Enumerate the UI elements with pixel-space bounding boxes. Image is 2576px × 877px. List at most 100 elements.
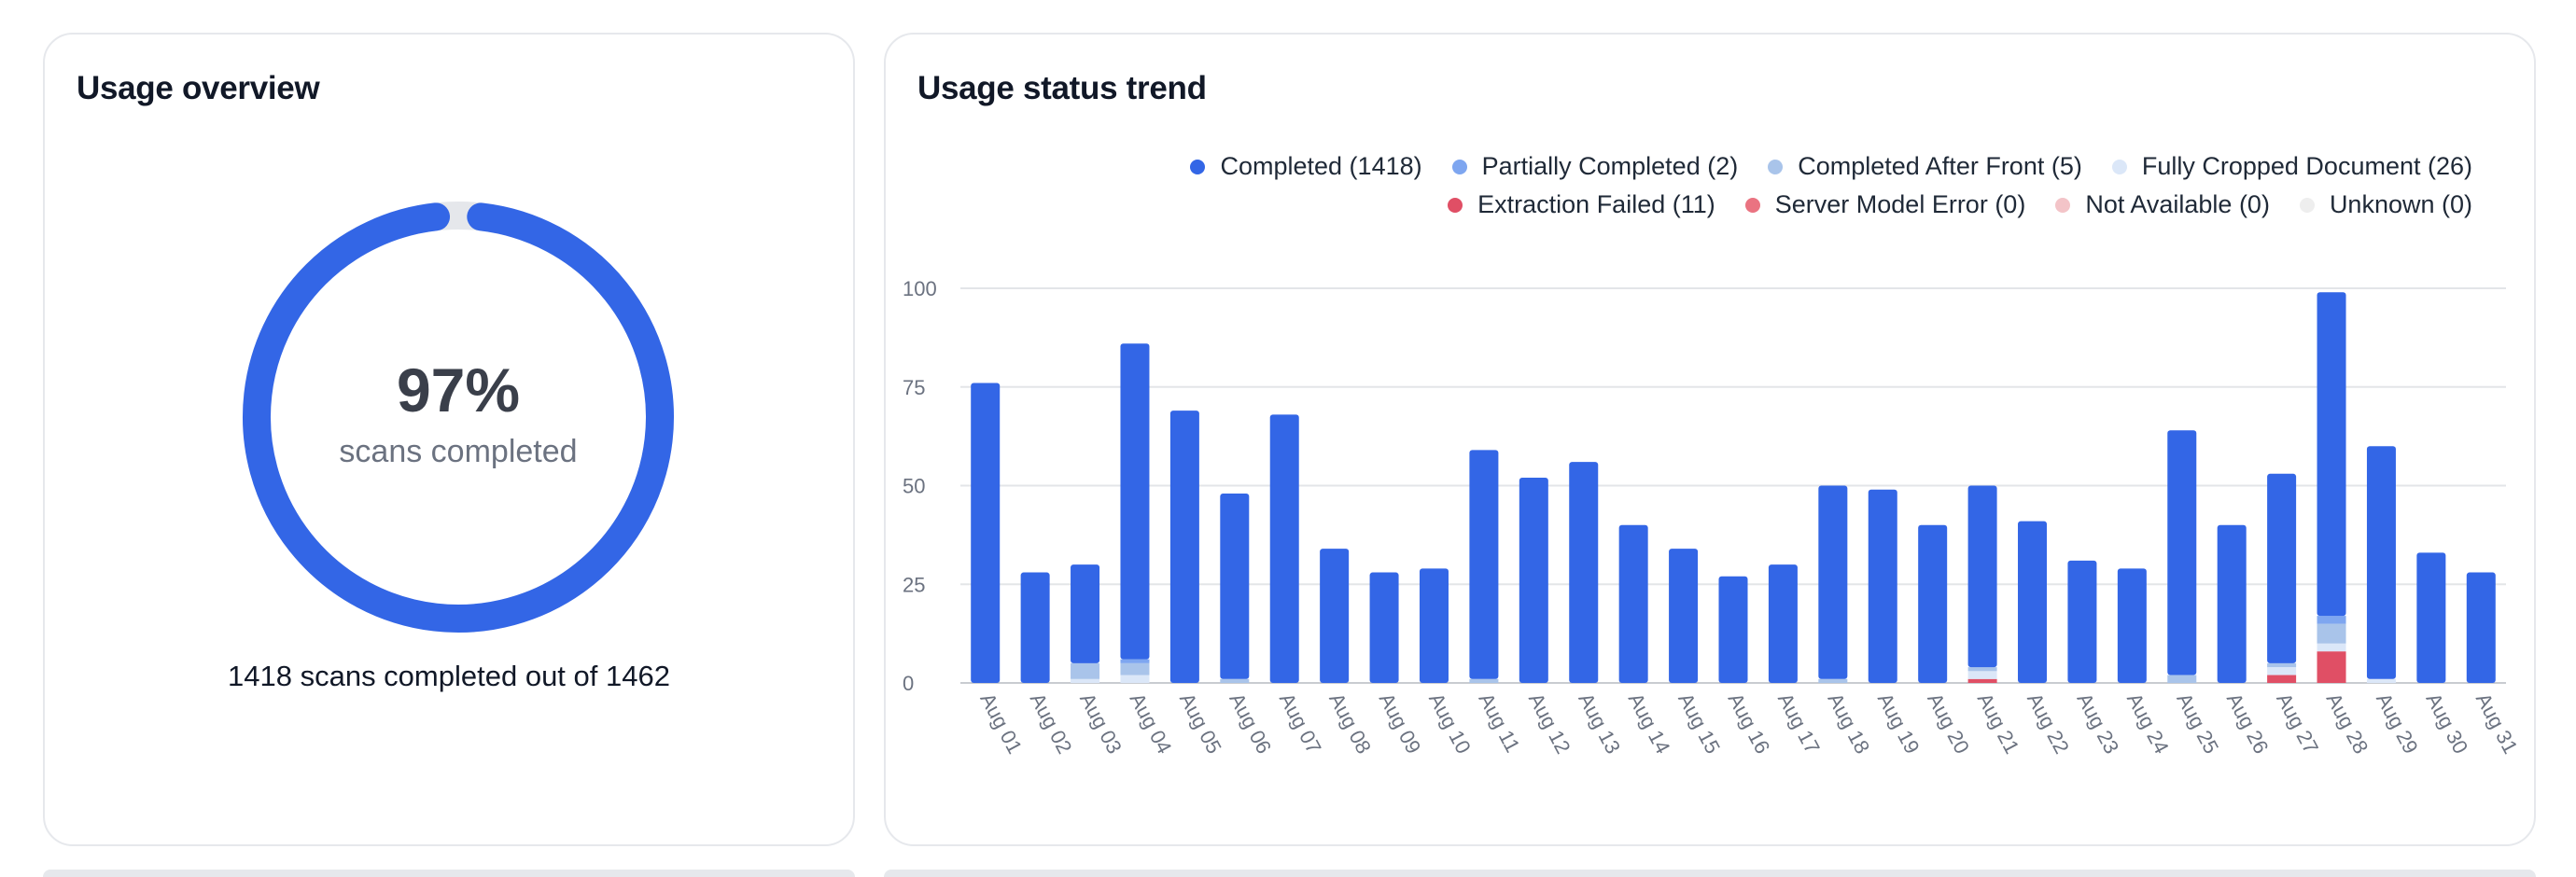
bar-segment[interactable]: [1967, 667, 1997, 672]
bar-segment[interactable]: [1169, 411, 1199, 683]
bar-segment[interactable]: [971, 383, 1001, 683]
bar-segment[interactable]: [2167, 430, 2197, 675]
usage-overview-title: Usage overview: [77, 70, 320, 106]
bar-segment[interactable]: [2167, 675, 2197, 683]
x-tick-label: Aug 08: [1324, 689, 1376, 758]
bar-segment[interactable]: [1718, 576, 1748, 683]
legend-item[interactable]: Completed After Front (5): [1768, 152, 2082, 181]
next-card-edge: [43, 870, 855, 877]
bar-segment[interactable]: [1071, 564, 1100, 663]
x-tick-label: Aug 12: [1524, 689, 1575, 758]
legend-label: Completed (1418): [1220, 152, 1422, 180]
donut-completed-arc: [243, 202, 674, 633]
x-tick-label: Aug 16: [1724, 689, 1775, 758]
bar-segment[interactable]: [1469, 678, 1499, 683]
bar-segment[interactable]: [2366, 678, 2396, 683]
legend-dot-icon: [1451, 159, 1467, 174]
bar-segment[interactable]: [2267, 473, 2297, 663]
bar-segment[interactable]: [2067, 560, 2097, 683]
bar-segment[interactable]: [2466, 572, 2496, 683]
x-tick-label: Aug 05: [1175, 689, 1226, 758]
bar-segment[interactable]: [1120, 659, 1150, 663]
bar-segment[interactable]: [2317, 643, 2346, 652]
bar-segment[interactable]: [2267, 662, 2297, 668]
x-tick-label: Aug 11: [1474, 689, 1524, 757]
legend-dot-icon: [2299, 197, 2315, 213]
bar-segment[interactable]: [1469, 450, 1499, 679]
x-tick-label: Aug 29: [2372, 689, 2423, 758]
legend-label: Extraction Failed (11): [1477, 190, 1715, 218]
donut-center: 97% scans completed: [234, 193, 682, 641]
x-tick-label: Aug 04: [1126, 689, 1177, 758]
legend-label: Partially Completed (2): [1481, 152, 1739, 180]
bar-segment[interactable]: [1071, 662, 1100, 679]
x-tick-label: Aug 27: [2272, 689, 2323, 758]
bar-segment[interactable]: [2416, 552, 2446, 683]
legend-item[interactable]: Fully Cropped Document (26): [2111, 152, 2472, 181]
bar-segment[interactable]: [1071, 678, 1100, 683]
bar-segment[interactable]: [2217, 524, 2247, 683]
chart-legend: Completed (1418) Partially Completed (2) C…: [1119, 152, 2472, 219]
x-tick-label: Aug 19: [1873, 689, 1925, 758]
bar-segment[interactable]: [1818, 678, 1848, 683]
bar-segment[interactable]: [1020, 572, 1050, 683]
bar-segment[interactable]: [1120, 675, 1150, 683]
legend-dot-icon: [1448, 197, 1463, 213]
bar-segment[interactable]: [2366, 446, 2396, 679]
legend-label: Fully Cropped Document (26): [2141, 152, 2472, 180]
x-tick-label: Aug 03: [1075, 689, 1127, 758]
bar-segment[interactable]: [2317, 623, 2346, 644]
bar-segment[interactable]: [1269, 414, 1299, 683]
bar-segment[interactable]: [1519, 478, 1548, 683]
legend-item[interactable]: Not Available (0): [2055, 190, 2270, 219]
bar-segment[interactable]: [2317, 292, 2346, 617]
bar-segment[interactable]: [1967, 678, 1997, 683]
x-tick-label: Aug 17: [1773, 689, 1825, 758]
legend-item[interactable]: Partially Completed (2): [1451, 152, 1739, 181]
completion-donut: [243, 202, 674, 633]
bar-segment[interactable]: [1918, 524, 1948, 683]
x-tick-label: Aug 02: [1026, 689, 1077, 758]
y-tick-label: 75: [903, 376, 925, 399]
bar-segment[interactable]: [1419, 568, 1449, 683]
bar-segment[interactable]: [1320, 549, 1350, 683]
x-tick-label: Aug 21: [1973, 689, 2024, 758]
bar-segment[interactable]: [1669, 549, 1699, 683]
legend-item[interactable]: Completed (1418): [1190, 152, 1422, 181]
x-tick-label: Aug 09: [1375, 689, 1426, 758]
bar-segment[interactable]: [1967, 485, 1997, 668]
bar-segment[interactable]: [1220, 493, 1250, 679]
bar-segment[interactable]: [1768, 564, 1798, 683]
bar-segment[interactable]: [1618, 524, 1648, 683]
bar-segment[interactable]: [2267, 667, 2297, 675]
x-tick-label: Aug 20: [1923, 689, 1974, 758]
bar-segment[interactable]: [1569, 462, 1599, 683]
bar-segment[interactable]: [1818, 485, 1848, 679]
legend-label: Server Model Error (0): [1774, 190, 2026, 218]
usage-trend-title: Usage status trend: [917, 70, 1207, 106]
bar-segment[interactable]: [1868, 489, 1897, 683]
legend-item[interactable]: Extraction Failed (11): [1448, 190, 1715, 219]
legend-dot-icon: [2055, 197, 2071, 213]
bar-segment[interactable]: [2317, 651, 2346, 683]
bar-segment[interactable]: [1220, 678, 1250, 683]
x-tick-label: Aug 14: [1624, 689, 1675, 758]
bar-segment[interactable]: [1967, 671, 1997, 679]
bar-segment[interactable]: [1120, 343, 1150, 660]
y-tick-label: 0: [903, 672, 914, 695]
legend-item[interactable]: Unknown (0): [2299, 190, 2472, 219]
x-tick-label: Aug 23: [2073, 689, 2124, 758]
legend-label: Completed After Front (5): [1798, 152, 2082, 180]
bar-segment[interactable]: [1369, 572, 1399, 683]
bar-segment[interactable]: [2267, 675, 2297, 683]
bar-segment[interactable]: [2317, 616, 2346, 624]
bar-segment[interactable]: [1120, 662, 1150, 675]
completion-caption: 1418 scans completed out of 1462: [228, 660, 670, 692]
legend-item[interactable]: Server Model Error (0): [1744, 190, 2026, 219]
x-tick-label: Aug 31: [2471, 689, 2523, 758]
x-tick-label: Aug 28: [2322, 689, 2373, 758]
bar-segment[interactable]: [2018, 521, 2048, 683]
x-tick-label: Aug 26: [2222, 689, 2274, 758]
bar-segment[interactable]: [2117, 568, 2147, 683]
